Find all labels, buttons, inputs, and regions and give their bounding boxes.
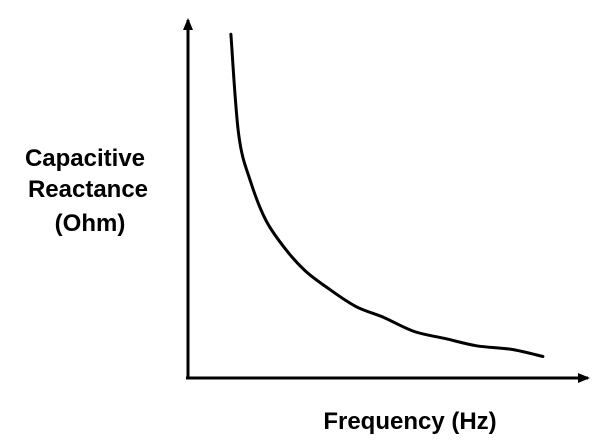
x-axis-label: Frequency (Hz)	[323, 408, 496, 435]
y-axis-label-line-2: Reactance	[28, 176, 148, 203]
y-axis-label-line-3: (Ohm)	[55, 210, 126, 237]
reactance-curve	[229, 32, 545, 358]
y-axis-label-line-1: Capacitive	[25, 145, 145, 172]
